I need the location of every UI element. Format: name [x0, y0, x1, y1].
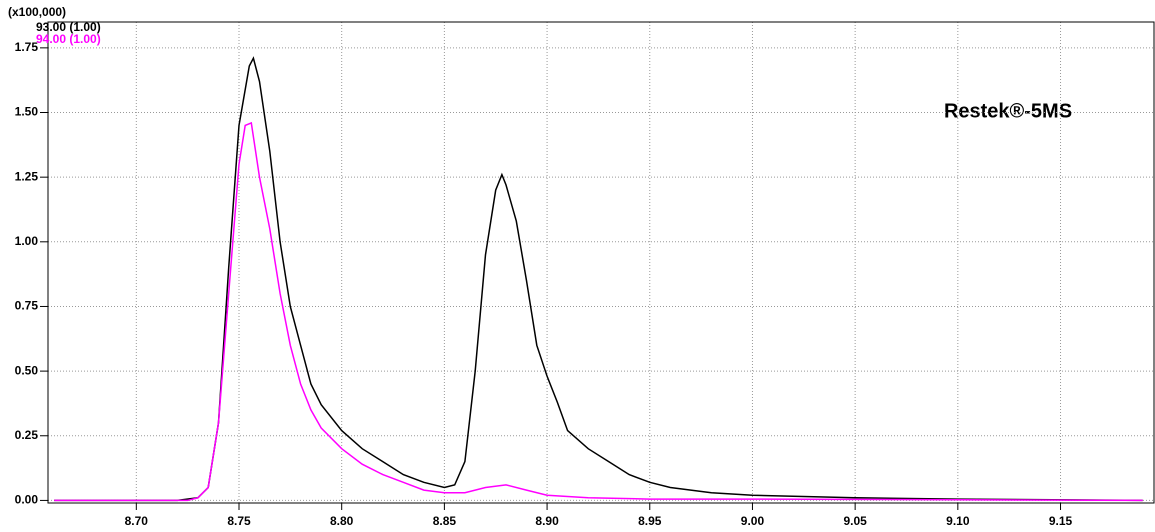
x-tick-label: 8.95 [638, 514, 662, 528]
y-tick-label: 0.00 [15, 493, 39, 507]
plot-frame [47, 21, 1155, 504]
y-tick-label: 0.25 [15, 428, 39, 442]
legend-label: 94.00 (1.00) [36, 32, 101, 46]
y-tick-label: 0.50 [15, 363, 39, 377]
y-tick-label: 1.00 [15, 234, 39, 248]
annotation: Restek®-5MS [944, 100, 1072, 122]
scale-label: (x100,000) [8, 5, 66, 19]
x-tick-label: 8.85 [433, 514, 457, 528]
y-tick-label: 1.50 [15, 105, 39, 119]
trace-line [54, 121, 1143, 502]
x-tick-label: 9.05 [843, 514, 867, 528]
trace-line [54, 56, 1143, 502]
x-tick-label: 9.00 [741, 514, 765, 528]
x-tick-label: 8.75 [227, 514, 251, 528]
x-tick-label: 9.15 [1049, 514, 1073, 528]
y-tick-label: 1.75 [15, 40, 39, 54]
y-tick-label: 1.25 [15, 169, 39, 183]
x-tick-label: 9.10 [946, 514, 970, 528]
legend-label: 93.00 (1.00) [36, 20, 101, 34]
x-tick-label: 8.90 [535, 514, 559, 528]
x-tick-label: 8.70 [125, 514, 149, 528]
x-tick-label: 8.80 [330, 514, 354, 528]
y-tick-label: 0.75 [15, 299, 39, 313]
